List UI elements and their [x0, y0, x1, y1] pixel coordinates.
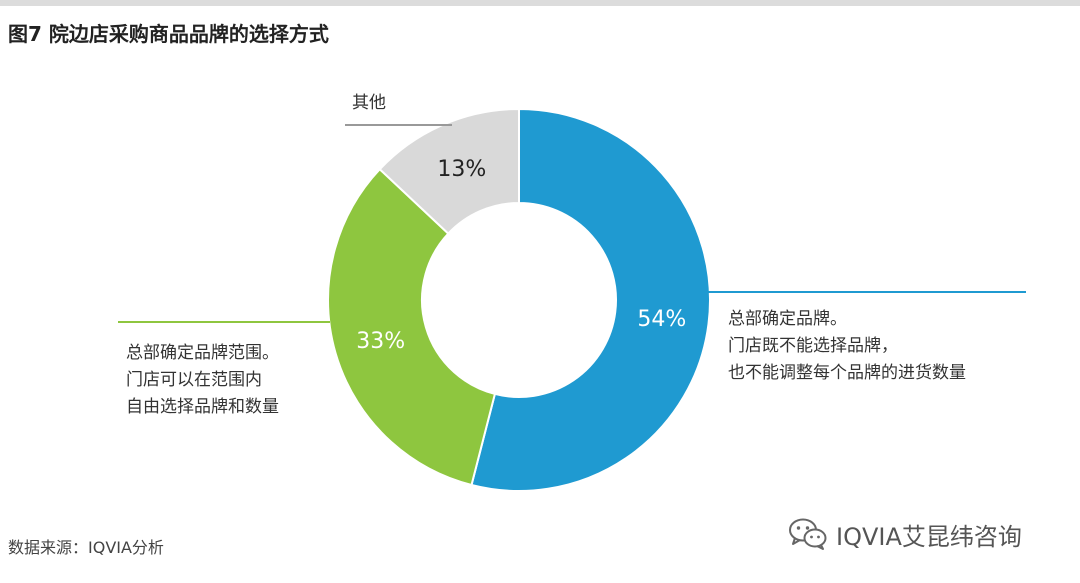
annotation-line: 门店既不能选择品牌， [728, 336, 898, 356]
annotation-line: 门店可以在范围内 [126, 370, 262, 390]
slice-percent-label: 33% [356, 329, 405, 354]
slice-percent-label: 13% [437, 157, 486, 182]
annotation-hq-brand: 总部确定品牌。 门店既不能选择品牌， 也不能调整每个品牌的进货数量 [728, 306, 966, 387]
data-source: 数据来源：IQVIA分析 [8, 538, 164, 557]
slice-hq-brand [470, 107, 711, 492]
annotation-line: 其他 [352, 93, 386, 113]
watermark: IQVIA艾昆纬咨询 [788, 516, 1022, 552]
slice-hq-brand-range [327, 167, 497, 487]
slice-percent-label: 54% [637, 307, 686, 332]
annotation-line: 也不能调整每个品牌的进货数量 [728, 363, 966, 383]
chart-title: 图7 院边店采购商品品牌的选择方式 [8, 22, 329, 46]
watermark-text: IQVIA艾昆纬咨询 [836, 522, 1022, 551]
wechat-icon [789, 518, 827, 550]
annotation-line: 自由选择品牌和数量 [126, 397, 279, 417]
top-rule [0, 0, 1080, 6]
annotation-line: 总部确定品牌。 [728, 309, 847, 329]
annotation-line: 总部确定品牌范围。 [126, 343, 279, 363]
annotation-hq-brand-range: 总部确定品牌范围。 门店可以在范围内 自由选择品牌和数量 [126, 340, 279, 421]
slice-other [378, 107, 520, 236]
annotation-other: 其他 [352, 90, 386, 117]
